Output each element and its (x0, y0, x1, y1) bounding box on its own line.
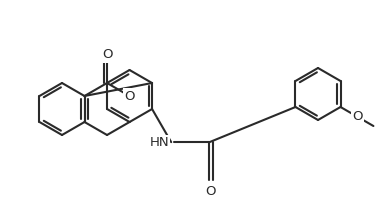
Text: O: O (205, 185, 216, 198)
Text: O: O (102, 48, 112, 62)
Text: O: O (124, 90, 135, 102)
Text: HN: HN (150, 136, 169, 149)
Text: O: O (353, 110, 363, 122)
